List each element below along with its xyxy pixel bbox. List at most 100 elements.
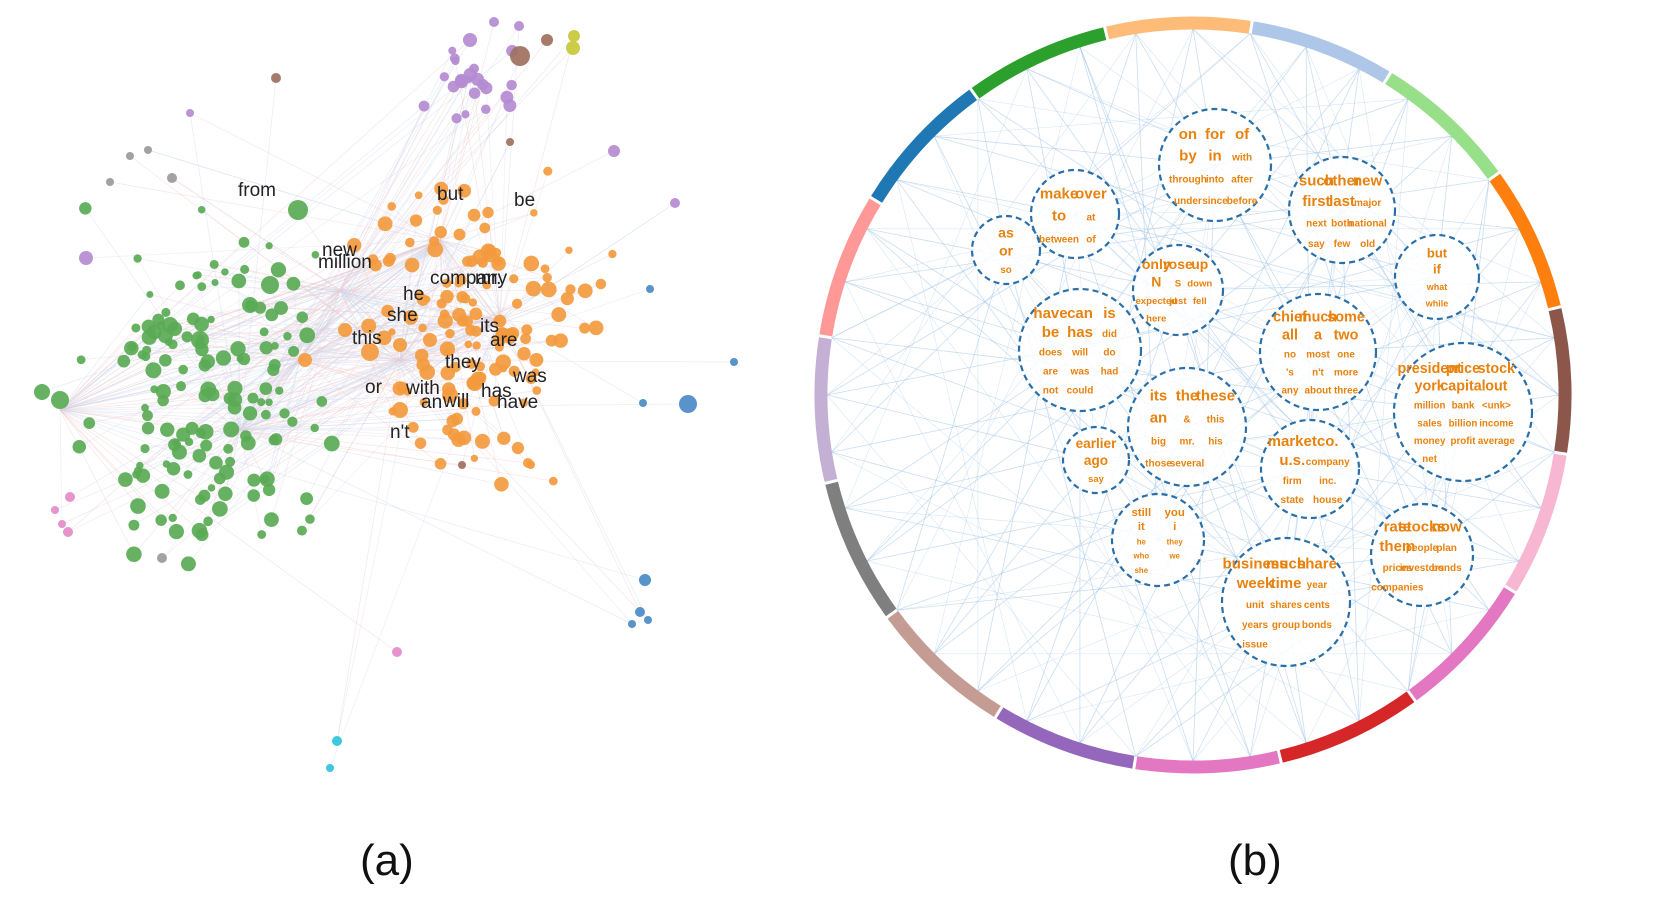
cloud-word: up bbox=[1191, 256, 1208, 272]
graph-edge bbox=[59, 409, 200, 531]
cloud-word: an bbox=[1150, 410, 1168, 427]
graph-edge bbox=[309, 319, 501, 520]
cloud-word: here bbox=[1146, 313, 1166, 324]
graph-node bbox=[183, 470, 193, 479]
word-bubble: but if what while bbox=[1393, 233, 1481, 321]
graph-node bbox=[434, 458, 447, 470]
word-label: they bbox=[445, 352, 481, 373]
graph-edge bbox=[439, 239, 526, 339]
cloud-word: much bbox=[1299, 309, 1337, 325]
cloud-word: state bbox=[1281, 495, 1305, 506]
graph-edge bbox=[239, 429, 554, 482]
cloud-word: was bbox=[1070, 367, 1090, 378]
graph-node bbox=[287, 416, 298, 427]
graph-node bbox=[265, 308, 279, 322]
graph-node bbox=[608, 249, 617, 259]
graph-edge bbox=[339, 47, 574, 291]
graph-node bbox=[451, 113, 462, 124]
graph-node bbox=[405, 237, 415, 248]
graph-node bbox=[479, 222, 491, 234]
ring-edge bbox=[1026, 609, 1490, 722]
graph-node bbox=[240, 264, 250, 275]
graph-node bbox=[197, 423, 214, 440]
graph-node bbox=[488, 395, 500, 407]
graph-edge bbox=[271, 289, 341, 520]
graph-node bbox=[381, 304, 394, 318]
graph-node bbox=[493, 314, 507, 328]
cloud-word: people bbox=[1406, 543, 1439, 554]
graph-node bbox=[470, 325, 482, 337]
graph-edge bbox=[426, 319, 501, 373]
graph-edge bbox=[399, 141, 511, 361]
word-bubble: earlier ago say bbox=[1061, 425, 1131, 495]
graph-edge bbox=[239, 344, 469, 431]
graph-edge bbox=[439, 239, 532, 379]
graph-edge bbox=[245, 239, 441, 437]
cloud-word: you bbox=[1165, 507, 1185, 519]
graph-node bbox=[275, 386, 284, 395]
graph-node bbox=[118, 472, 133, 487]
graph-node bbox=[161, 307, 171, 317]
cloud-word: more bbox=[1334, 367, 1359, 378]
cloud-word: issue bbox=[1242, 640, 1268, 651]
graph-edge bbox=[239, 260, 472, 431]
cloud-word: have bbox=[1033, 305, 1067, 322]
graph-node bbox=[451, 432, 466, 447]
ring-edge bbox=[844, 507, 1287, 603]
graph-edge bbox=[239, 418, 457, 431]
graph-node bbox=[257, 398, 266, 407]
graph-node bbox=[472, 341, 481, 350]
graph-edge bbox=[41, 289, 341, 393]
graph-node bbox=[628, 620, 636, 628]
graph-edge bbox=[163, 289, 341, 392]
graph-node bbox=[141, 319, 156, 334]
graph-node bbox=[159, 354, 172, 367]
graph-node bbox=[454, 274, 467, 286]
graph-node bbox=[377, 216, 393, 232]
graph-node bbox=[384, 252, 396, 264]
graph-node bbox=[423, 333, 437, 347]
graph-node bbox=[427, 241, 444, 258]
graph-node bbox=[415, 348, 429, 363]
graph-node bbox=[305, 514, 315, 524]
cloud-word: u.s. bbox=[1279, 452, 1305, 469]
graph-node bbox=[298, 353, 312, 367]
graph-edge bbox=[59, 255, 491, 411]
cloud-word: mr. bbox=[1179, 437, 1194, 448]
graph-node bbox=[167, 339, 178, 350]
cloud-word: billion bbox=[1449, 418, 1478, 429]
cloud-word: over bbox=[1075, 186, 1107, 203]
graph-node bbox=[471, 406, 481, 416]
graph-node bbox=[140, 443, 150, 454]
cloud-word: money bbox=[1414, 436, 1446, 447]
graph-node bbox=[455, 75, 469, 89]
graph-edge bbox=[129, 155, 401, 361]
cloud-word: rate bbox=[1384, 518, 1412, 535]
cloud-word: several bbox=[1170, 459, 1205, 470]
graph-edge bbox=[299, 359, 495, 402]
cloud-word: about bbox=[1305, 385, 1333, 396]
ring-edge bbox=[844, 68, 1028, 509]
graph-node bbox=[508, 365, 520, 377]
graph-node bbox=[480, 81, 493, 95]
graph-edge bbox=[212, 239, 441, 395]
panel-a-nodes bbox=[34, 17, 738, 772]
graph-node bbox=[520, 333, 531, 345]
graph-edge bbox=[299, 359, 408, 392]
graph-edge bbox=[399, 256, 481, 361]
cloud-word: most bbox=[1306, 349, 1330, 360]
graph-node bbox=[128, 519, 140, 531]
graph-edge bbox=[399, 319, 501, 411]
cloud-word: as bbox=[998, 225, 1014, 241]
cloud-word: rose bbox=[1163, 256, 1193, 272]
graph-edge bbox=[271, 239, 441, 316]
graph-edge bbox=[439, 68, 475, 241]
word-label: its bbox=[480, 316, 499, 337]
graph-node bbox=[296, 525, 307, 536]
graph-edge bbox=[59, 331, 155, 411]
ring-edge bbox=[844, 281, 1081, 744]
graph-edge bbox=[81, 319, 501, 361]
cloud-word: companies bbox=[1371, 583, 1424, 594]
